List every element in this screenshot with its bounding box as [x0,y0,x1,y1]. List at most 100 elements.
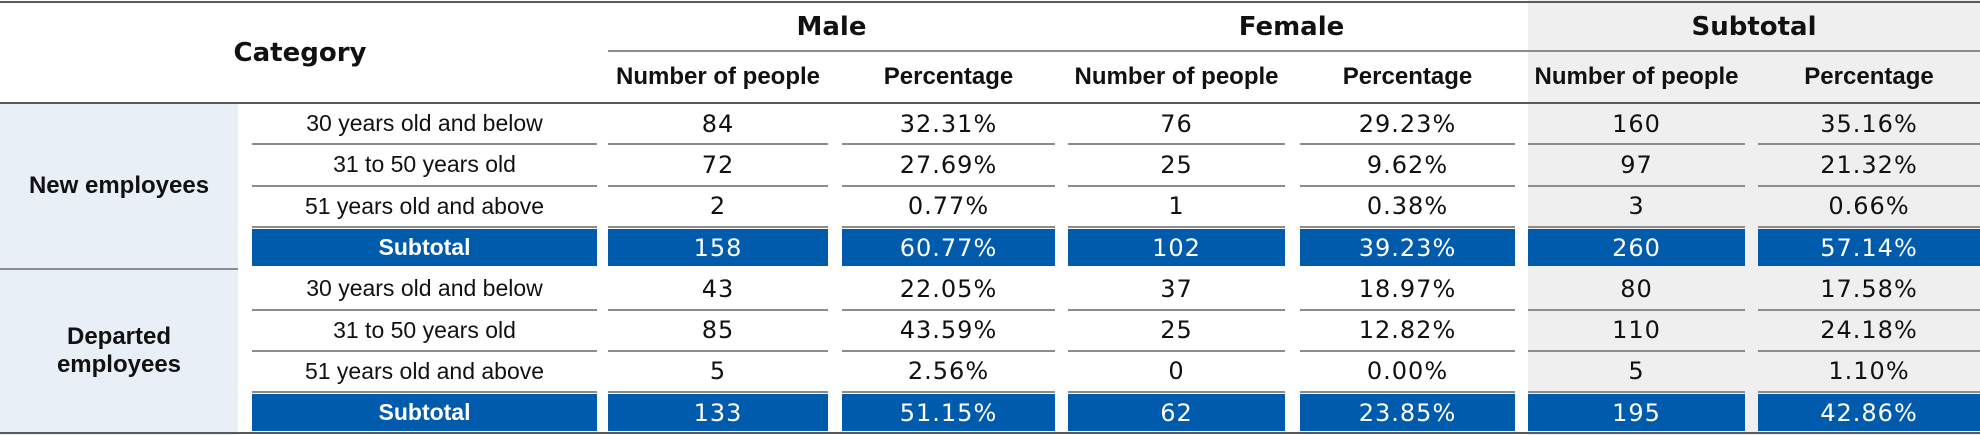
group-header-female: Female [1238,12,1345,42]
row-rule [1300,184,1515,187]
subcolumn-header: Number of people [1074,63,1279,90]
row-rule [1300,225,1515,228]
section-label: Departed employees [56,322,182,378]
subcolumn-header: Number of people [615,63,820,90]
row-rule [1758,391,1980,394]
row-rule [1300,308,1515,311]
table-cell: 35.16% [1820,109,1918,138]
row-rule [842,184,1055,187]
bottom-border [0,432,1980,434]
subtotal-value: 133 [693,398,743,427]
subtotal-value: 57.14% [1820,233,1918,262]
table-cell: 1.10% [1828,357,1910,386]
row-rule [1758,225,1980,228]
row-rule [842,143,1055,146]
subtotal-cell-fill [1300,394,1515,432]
table-cell: 27.69% [899,150,998,179]
table-cell: 72 [701,150,735,179]
row-rule [1068,391,1285,394]
subtotal-value: 158 [693,233,743,262]
row-rule [1528,184,1745,187]
row-label: 51 years old and above [304,357,545,384]
subtotal-label-fill [252,228,597,267]
table-cell: 22.05% [899,274,998,303]
table-cell: 76 [1160,109,1193,138]
subtotal-value: 39.23% [1358,233,1457,262]
subcolumn-header: Percentage [1342,63,1473,90]
table-cell: 80 [1620,274,1653,303]
row-rule [1528,349,1745,352]
row-rule [608,308,828,311]
subtotal-cell-fill [1758,394,1980,432]
top-border [0,1,1980,3]
row-rule [1300,391,1515,394]
table-cell: 12.82% [1358,316,1457,345]
table-cell: 0.00% [1366,357,1449,386]
subtotal-cell-fill [1528,394,1745,432]
table-cell: 9.62% [1366,150,1449,179]
row-rule [1300,349,1515,352]
table-cell: 97 [1620,150,1653,179]
subtotal-cell-fill [1068,228,1285,267]
row-rule [252,349,597,352]
row-rule [1758,184,1980,187]
group-header-rule [608,50,1980,52]
row-rule [842,308,1055,311]
table-cell: 43 [701,274,735,303]
table-cell: 0.66% [1828,192,1910,221]
subtotal-cell-fill [608,228,828,267]
table-cell: 160 [1612,109,1661,138]
row-rule [1528,225,1745,228]
subtotal-value: 51.15% [899,398,998,427]
subtotal-label: Subtotal [378,234,471,261]
table-cell: 32.31% [899,109,998,138]
subtotal-cell-fill [1300,228,1515,267]
row-rule [608,391,828,394]
subtotal-value: 60.77% [899,233,998,262]
table-cell: 37 [1160,274,1193,303]
subtotal-cell-fill [1068,394,1285,432]
row-rule [608,225,828,228]
group-header-male: Male [796,12,867,42]
row-rule [608,349,828,352]
subtotal-value: 23.85% [1358,398,1457,427]
table-cell: 0.77% [907,192,990,221]
row-label: 31 to 50 years old [333,316,516,343]
category-header: Category [233,38,367,68]
row-rule [1068,308,1285,311]
table-cell: 43.59% [899,316,998,345]
subtotal-cell-fill [608,394,828,432]
table-cell: 17.58% [1820,274,1918,303]
table-cell: 2 [709,192,727,221]
subcolumn-header: Percentage [1804,63,1934,90]
row-rule [1068,184,1285,187]
row-rule [1528,391,1745,394]
header-bottom-rule [0,102,1980,104]
row-rule [608,143,828,146]
subtotal-cell-fill [842,394,1055,432]
table-cell: 18.97% [1358,274,1457,303]
row-rule [252,391,597,394]
subtotal-value: 195 [1612,398,1661,427]
row-rule [1528,143,1745,146]
row-rule [1300,143,1515,146]
row-rule [1068,349,1285,352]
table-cell: 2.56% [907,357,990,386]
subtotal-value: 42.86% [1820,398,1918,427]
table-cell: 29.23% [1358,109,1457,138]
table-cell: 24.18% [1820,316,1918,345]
group-header-subtotal: Subtotal [1691,12,1817,42]
row-label: 30 years old and below [306,275,543,302]
section-label: New employees [28,171,210,199]
row-rule [1068,143,1285,146]
table-cell: 25 [1160,150,1193,179]
row-rule [252,184,597,187]
subcolumn-header: Percentage [883,63,1014,90]
row-label: 30 years old and below [306,110,543,137]
subcolumn-header: Number of people [1534,63,1739,90]
row-rule [252,308,597,311]
table-cell: 0.38% [1366,192,1449,221]
row-label: 51 years old and above [304,192,545,219]
row-rule [842,225,1055,228]
table-cell: 25 [1160,316,1193,345]
